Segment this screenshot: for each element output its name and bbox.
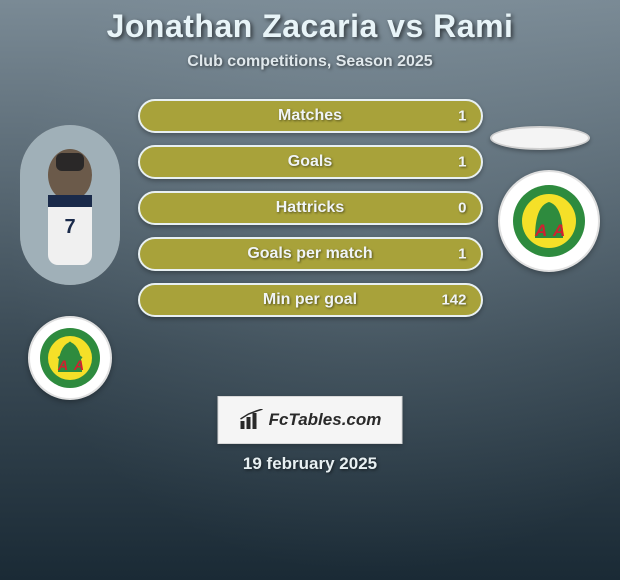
svg-text:A: A	[73, 357, 84, 373]
stat-row: Goals 1	[138, 145, 483, 179]
stat-value: 1	[458, 246, 466, 263]
stat-label: Matches	[278, 107, 342, 125]
stats-list: Matches 1 Goals 1 Hattricks 0 Goals per …	[138, 99, 483, 317]
stat-label: Goals	[288, 153, 332, 171]
watermark: FcTables.com	[218, 396, 403, 444]
chart-icon	[239, 409, 265, 431]
stat-row: Matches 1	[138, 99, 483, 133]
stat-row: Goals per match 1	[138, 237, 483, 271]
date-label: 19 february 2025	[243, 454, 377, 474]
stat-value: 142	[441, 292, 466, 309]
subtitle: Club competitions, Season 2025	[0, 53, 620, 71]
player-placeholder-right	[490, 126, 590, 150]
stat-label: Min per goal	[263, 291, 357, 309]
svg-text:A: A	[534, 221, 547, 240]
club-badge-left: A A	[28, 316, 112, 400]
svg-text:7: 7	[64, 216, 75, 238]
svg-text:A: A	[552, 221, 565, 240]
stat-value: 0	[458, 200, 466, 217]
main-container: Jonathan Zacaria vs Rami Club competitio…	[0, 0, 620, 580]
player-avatar-left: 7	[20, 125, 120, 285]
stat-label: Hattricks	[276, 199, 344, 217]
stat-value: 1	[458, 108, 466, 125]
stat-value: 1	[458, 154, 466, 171]
stat-row: Hattricks 0	[138, 191, 483, 225]
watermark-text: FcTables.com	[269, 410, 382, 430]
stat-label: Goals per match	[247, 245, 372, 263]
svg-text:A: A	[57, 357, 68, 373]
page-title: Jonathan Zacaria vs Rami	[0, 8, 620, 45]
club-badge-right: A A	[498, 170, 600, 272]
stat-row: Min per goal 142	[138, 283, 483, 317]
